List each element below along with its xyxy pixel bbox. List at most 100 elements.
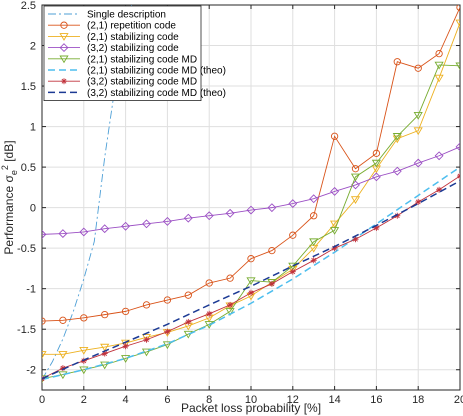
data-point	[392, 133, 402, 141]
star-stroke	[42, 378, 45, 382]
legend-label: (2,1) stabilizing code MD (theo)	[87, 66, 226, 77]
star-stroke	[123, 343, 129, 349]
data-point	[247, 255, 255, 263]
data-point	[289, 268, 296, 275]
data-point	[268, 246, 276, 255]
legend-item: (2,1) stabilizing code	[48, 32, 179, 43]
data-point	[330, 227, 340, 235]
star-stroke	[457, 175, 460, 179]
x-tick-label: 16	[370, 394, 382, 406]
data-point	[455, 142, 460, 152]
data-point	[288, 199, 298, 209]
data-point	[121, 355, 131, 363]
data-point	[142, 301, 151, 309]
legend-label: (3,2) stabilizing code MD	[87, 77, 197, 88]
legend-label: Single description	[87, 10, 166, 21]
data-point	[434, 74, 444, 83]
star-stroke	[436, 187, 442, 193]
data-point	[455, 19, 460, 28]
data-point	[42, 229, 47, 239]
series-7	[42, 173, 460, 382]
x-tick-label: 12	[287, 394, 299, 406]
data-point	[457, 173, 460, 180]
series-line	[42, 7, 460, 322]
series-2	[42, 5, 460, 325]
legend-item: (2,1) stabilizing code MD	[48, 54, 197, 65]
x-axis-label: Packet loss probability [%]	[181, 401, 321, 415]
data-point	[434, 151, 444, 161]
data-point	[435, 49, 443, 58]
legend-marker	[59, 33, 69, 41]
data-point	[392, 166, 402, 176]
data-point	[183, 213, 193, 223]
star-stroke	[185, 319, 191, 325]
x-tick-label: 0	[39, 394, 45, 406]
data-point	[350, 196, 361, 205]
data-point	[455, 62, 460, 71]
legend-label: (3,2) stabilizing code	[87, 43, 179, 54]
data-point	[413, 158, 423, 168]
data-point	[79, 366, 89, 375]
y-tick-label: 0	[30, 203, 36, 215]
y-tick-label: -1	[26, 284, 36, 296]
data-point	[248, 289, 254, 296]
star-stroke	[457, 173, 460, 177]
data-point	[42, 317, 46, 325]
series-4	[42, 142, 460, 239]
x-tick-label: 2	[81, 394, 87, 406]
y-tick-label: 0.5	[21, 162, 36, 174]
data-point	[310, 257, 317, 264]
data-point	[142, 219, 151, 229]
data-point	[141, 348, 152, 357]
x-tick-label: 6	[164, 394, 170, 406]
data-point	[100, 361, 110, 370]
y-tick-label: -0.5	[17, 243, 36, 255]
data-point	[122, 343, 129, 350]
legend-item: (3,2) stabilizing code	[48, 43, 179, 54]
star-stroke	[269, 281, 275, 287]
y-axis-label: Performance σe2 [dB]	[0, 140, 19, 254]
data-point	[267, 203, 277, 213]
data-point	[288, 262, 298, 271]
data-point	[415, 198, 422, 205]
star-stroke	[394, 213, 400, 219]
data-point	[414, 64, 422, 72]
data-point	[350, 173, 361, 182]
data-point	[143, 336, 150, 343]
legend-item: (3,2) stabilizing code MD (theo)	[48, 88, 226, 99]
data-point	[372, 149, 381, 157]
data-point	[79, 347, 89, 355]
legend-item: Single description	[48, 10, 166, 21]
legend-label: (2,1) stabilizing code MD	[87, 54, 197, 65]
data-point	[413, 111, 423, 120]
y-tick-label: 2	[30, 41, 36, 53]
legend: Single description(2,1) repetition code(…	[43, 5, 226, 101]
series-line	[42, 146, 460, 235]
data-point	[80, 314, 88, 322]
legend-label: (3,2) stabilizing code MD (theo)	[87, 88, 226, 99]
star-stroke	[60, 365, 66, 371]
data-point	[205, 279, 213, 287]
data-point	[204, 211, 214, 221]
data-point	[42, 351, 47, 359]
series-line	[42, 166, 460, 381]
data-point	[162, 216, 172, 226]
data-point	[100, 343, 110, 352]
legend-item: (3,2) stabilizing code MD	[48, 77, 197, 88]
star-stroke	[227, 302, 233, 308]
data-point	[58, 229, 68, 239]
data-point	[351, 165, 360, 173]
data-point	[268, 280, 275, 287]
data-point	[183, 330, 193, 339]
data-point	[289, 231, 297, 239]
x-tick-label: 20	[454, 394, 463, 406]
star-stroke	[373, 225, 379, 231]
data-point	[226, 274, 234, 282]
x-tick-label: 14	[328, 394, 340, 406]
legend-label: (2,1) stabilizing code	[87, 32, 179, 43]
legend-label: (2,1) repetition code	[87, 21, 176, 32]
data-point	[101, 310, 109, 319]
data-point	[352, 236, 359, 243]
data-point	[225, 308, 235, 316]
